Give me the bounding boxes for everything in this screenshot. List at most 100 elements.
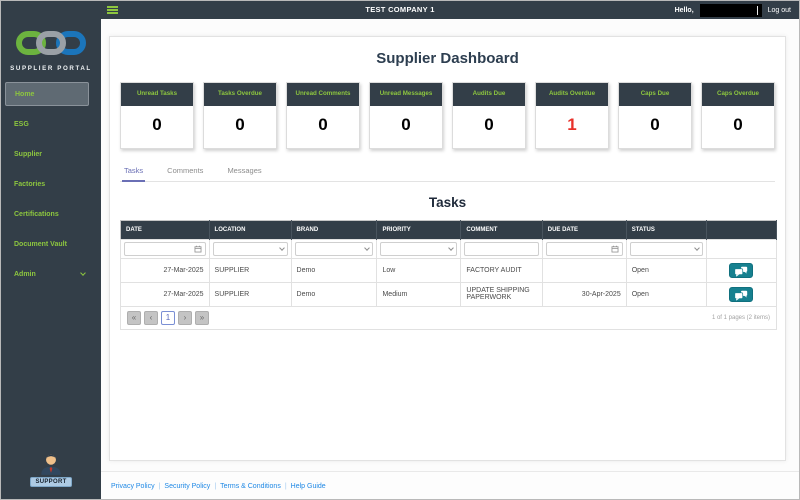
cell-brand: Demo xyxy=(290,281,378,307)
cell-due-date xyxy=(541,257,627,283)
pagination-last-button[interactable]: » xyxy=(195,310,209,325)
stat-card-unread-messages: Unread Messages 0 xyxy=(369,82,443,149)
pagination-info: 1 of 1 pages (2 items) xyxy=(711,314,770,321)
sidebar: SUPPLIER PORTAL Home ESG Supplier Factor… xyxy=(1,19,101,499)
cell-due-date: 30-Apr-2025 xyxy=(541,281,627,307)
chevron-down-icon xyxy=(278,244,285,251)
chevron-down-icon xyxy=(693,244,700,251)
terms-conditions-link[interactable]: Terms & Conditions xyxy=(220,483,281,490)
chevron-down-icon xyxy=(364,244,371,251)
stat-value: 0 xyxy=(152,114,162,134)
tab-tasks[interactable]: Tasks xyxy=(122,163,146,182)
topbar: TEST COMPANY 1 Hello, Log out xyxy=(1,1,799,19)
date-filter-input[interactable] xyxy=(124,241,206,256)
hamburger-icon[interactable] xyxy=(106,4,120,16)
chain-links-logo-icon xyxy=(16,31,86,55)
logout-button[interactable]: Log out xyxy=(767,6,791,14)
column-header-date[interactable]: DATE xyxy=(120,220,210,240)
support-label: SUPPORT xyxy=(30,477,72,487)
sidebar-item-certifications[interactable]: Certifications xyxy=(14,210,59,218)
main-content: Supplier Dashboard Unread Tasks 0 Tasks … xyxy=(101,19,799,499)
filter-row xyxy=(120,238,778,259)
stat-card-caps-overdue: Caps Overdue 0 xyxy=(701,82,775,149)
tab-messages[interactable]: Messages xyxy=(225,163,263,181)
cell-date: 27-Mar-2025 xyxy=(120,257,210,283)
stat-card-tasks-overdue: Tasks Overdue 0 xyxy=(203,82,277,149)
dashboard-panel: Supplier Dashboard Unread Tasks 0 Tasks … xyxy=(109,36,786,461)
chat-bubbles-icon xyxy=(734,290,748,301)
location-filter-select[interactable] xyxy=(212,241,288,256)
cell-priority: Medium xyxy=(376,281,462,307)
tab-strip: Tasks Comments Messages xyxy=(120,163,775,182)
tasks-table: DATE LOCATION BRAND PRIORITY COMMENT DUE… xyxy=(120,219,778,307)
column-header-location[interactable]: LOCATION xyxy=(209,220,292,240)
help-guide-link[interactable]: Help Guide xyxy=(290,483,326,490)
stats-row: Unread Tasks 0 Tasks Overdue 0 Unread Co… xyxy=(110,82,785,149)
stat-label: Unread Messages xyxy=(370,83,442,106)
pagination-page-1-button[interactable]: 1 xyxy=(161,310,175,325)
column-header-actions xyxy=(706,220,778,240)
sidebar-item-home[interactable]: Home xyxy=(5,82,89,106)
open-comments-button[interactable] xyxy=(729,286,754,302)
calendar-icon xyxy=(611,245,619,253)
stat-card-unread-comments: Unread Comments 0 xyxy=(286,82,360,149)
stat-value: 0 xyxy=(318,114,328,134)
stat-label: Unread Tasks xyxy=(121,83,193,106)
sidebar-item-factories[interactable]: Factories xyxy=(14,180,46,188)
table-header-row: DATE LOCATION BRAND PRIORITY COMMENT DUE… xyxy=(120,220,778,240)
chevron-down-icon xyxy=(80,270,86,276)
cell-comment: UPDATE SHIPPING PAPERWORK xyxy=(460,281,543,307)
sidebar-item-admin[interactable]: Admin xyxy=(1,259,101,289)
pagination-prev-button[interactable]: ‹ xyxy=(144,310,158,325)
table-row[interactable]: 27-Mar-2025 SUPPLIER Demo Medium UPDATE … xyxy=(120,281,778,307)
pagination-first-button[interactable]: « xyxy=(127,310,141,325)
calendar-icon xyxy=(194,245,201,253)
stat-card-audits-due: Audits Due 0 xyxy=(452,82,526,149)
cell-comment: FACTORY AUDIT xyxy=(460,257,543,283)
sidebar-menu: Home ESG Supplier Factories Certificatio… xyxy=(1,82,101,289)
privacy-policy-link[interactable]: Privacy Policy xyxy=(111,483,155,490)
stat-label: Audits Due xyxy=(453,83,525,106)
due-date-filter-input[interactable] xyxy=(545,241,623,256)
stat-card-audits-overdue: Audits Overdue 1 xyxy=(535,82,609,149)
footer: Privacy Policy | Security Policy | Terms… xyxy=(101,471,799,499)
cell-location: SUPPLIER xyxy=(208,281,292,307)
chevron-down-icon xyxy=(448,244,455,251)
open-comments-button[interactable] xyxy=(729,262,754,278)
column-header-brand[interactable]: BRAND xyxy=(291,220,378,240)
column-header-due-date[interactable]: DUE DATE xyxy=(542,220,627,240)
stat-label: Caps Due xyxy=(619,83,691,106)
column-header-comment[interactable]: COMMENT xyxy=(460,220,543,240)
stat-value: 0 xyxy=(650,114,660,134)
comment-filter-input[interactable] xyxy=(464,241,539,256)
stat-card-unread-tasks: Unread Tasks 0 xyxy=(120,82,194,149)
table-row[interactable]: 27-Mar-2025 SUPPLIER Demo Low FACTORY AU… xyxy=(120,257,778,283)
support-button[interactable]: SUPPORT xyxy=(1,451,101,487)
stat-card-caps-due: Caps Due 0 xyxy=(618,82,692,149)
stat-label: Caps Overdue xyxy=(702,83,774,106)
section-title: Tasks xyxy=(428,194,467,210)
cell-date: 27-Mar-2025 xyxy=(120,281,210,307)
priority-filter-select[interactable] xyxy=(380,241,458,256)
tab-comments[interactable]: Comments xyxy=(165,163,205,181)
pagination-next-button[interactable]: › xyxy=(178,310,192,325)
stat-value: 0 xyxy=(733,114,743,134)
sidebar-item-supplier[interactable]: Supplier xyxy=(14,150,43,158)
brand-filter-select[interactable] xyxy=(294,241,374,256)
column-header-priority[interactable]: PRIORITY xyxy=(376,220,462,240)
sidebar-item-esg[interactable]: ESG xyxy=(14,120,29,128)
user-name-redacted xyxy=(699,3,762,17)
stat-label: Unread Comments xyxy=(287,83,359,106)
cell-status: Open xyxy=(625,281,707,307)
greeting-text: Hello, xyxy=(674,6,694,14)
stat-value: 1 xyxy=(567,114,577,134)
topbar-user-area: Hello, Log out xyxy=(675,1,791,19)
stat-label: Audits Overdue xyxy=(536,83,608,106)
security-policy-link[interactable]: Security Policy xyxy=(164,483,211,490)
sidebar-item-document-vault[interactable]: Document Vault xyxy=(14,240,67,248)
stat-value: 0 xyxy=(401,114,411,134)
status-filter-select[interactable] xyxy=(629,241,703,256)
column-header-status[interactable]: STATUS xyxy=(626,220,707,240)
page-title: Supplier Dashboard xyxy=(376,50,519,67)
